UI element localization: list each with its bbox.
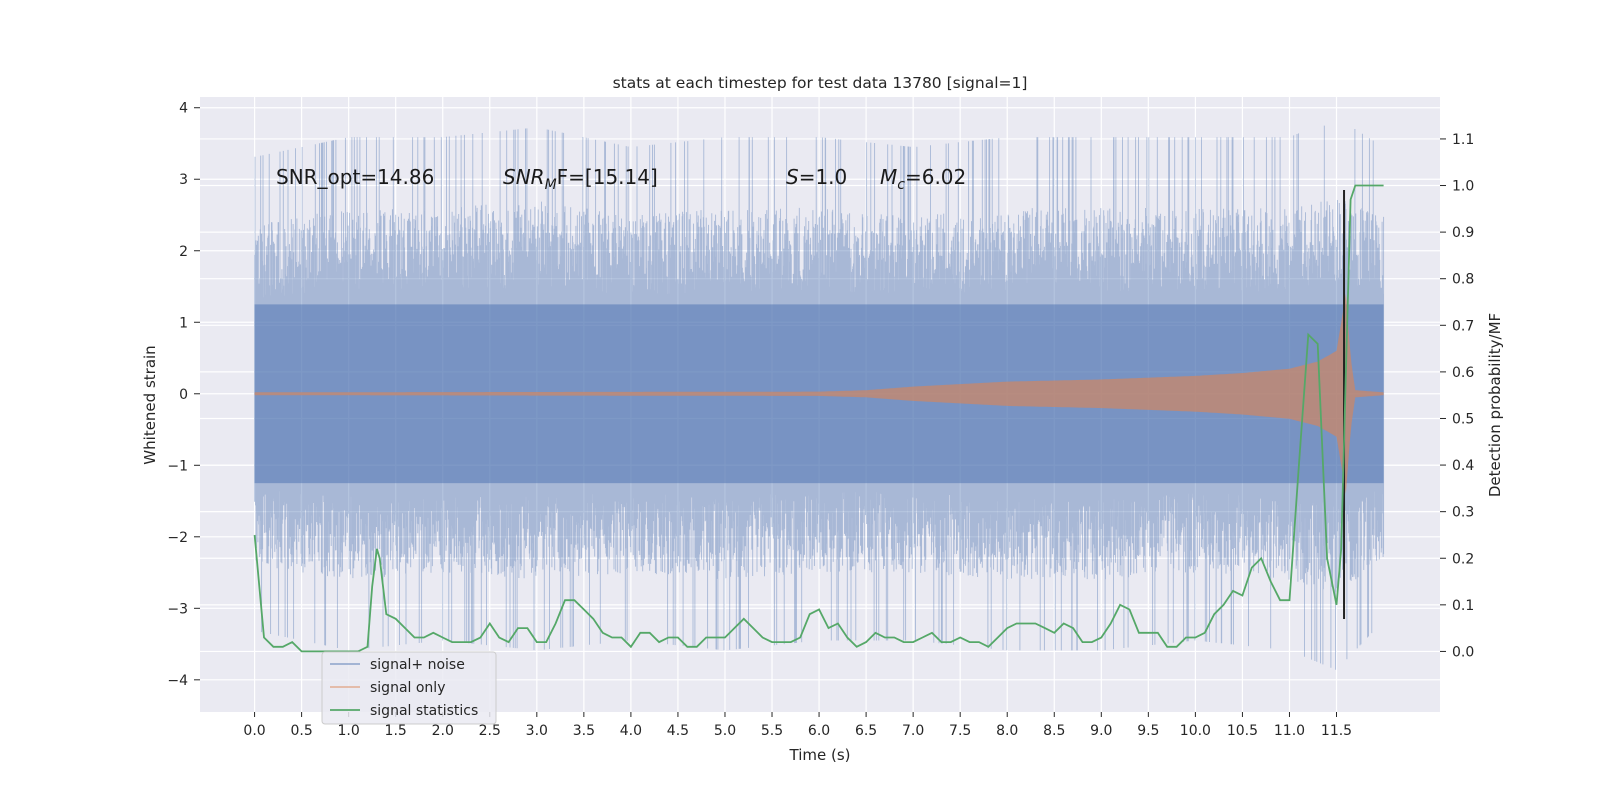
x-axis-ticks: 0.0 0.5 1.0 1.5 2.0 2.5 3.0 3.5 4.0 4.5 5.0 5.5 6.0 6…	[243, 712, 1352, 739]
x-tick-label: 11.0	[1274, 723, 1305, 739]
y-tick-label: −2	[167, 530, 188, 546]
x-tick-label: 0.0	[243, 723, 265, 739]
x-tick-label: 0.5	[290, 723, 312, 739]
signal-only-envelope	[254, 293, 1384, 494]
y-tick-label: 2	[179, 244, 188, 260]
x-tick-label: 8.5	[1043, 723, 1065, 739]
annotation-mc-var: M	[880, 165, 897, 189]
x-tick-label: 5.0	[714, 723, 736, 739]
y-tick-label: −4	[167, 673, 188, 689]
x-tick-label: 1.0	[338, 723, 360, 739]
annotation-s-var: S	[786, 165, 799, 189]
y-tick-label: 4	[179, 101, 188, 117]
series-signal-statistics	[253, 184, 1384, 653]
legend: signal+ noise signal only signal statist…	[321, 651, 497, 725]
y2-tick-label: 0.2	[1452, 551, 1474, 567]
x-tick-label: 6.5	[855, 723, 877, 739]
y-tick-label: 0	[179, 387, 188, 403]
x-tick-label: 4.5	[667, 723, 689, 739]
x-tick-label: 9.0	[1090, 723, 1112, 739]
annotation-mc-sub: c	[897, 177, 905, 193]
x-tick-label: 5.5	[761, 723, 783, 739]
legend-box	[321, 651, 497, 725]
x-tick-label: 3.5	[573, 723, 595, 739]
y2-tick-label: 0.0	[1452, 644, 1474, 660]
legend-label-signal-plus-noise: signal+ noise	[370, 657, 465, 673]
x-tick-label: 6.0	[808, 723, 830, 739]
legend-label-signal-statistics: signal statistics	[370, 703, 478, 719]
y2-axis-ticks: 0.0 0.1 0.2 0.3 0.4 0.5 0.6 0.7 0.8 0.9 1.0 1.1	[1440, 132, 1474, 660]
annotation-mc-rest: =6.02	[905, 165, 966, 189]
x-tick-label: 11.5	[1321, 723, 1352, 739]
annotation-mc: Mc=6.02	[880, 165, 966, 193]
x-tick-label: 2.0	[432, 723, 454, 739]
y-tick-label: 1	[179, 315, 188, 331]
x-tick-label: 4.0	[620, 723, 642, 739]
x-tick-label: 2.5	[479, 723, 501, 739]
y2-tick-label: 0.3	[1452, 505, 1474, 521]
chart-title: stats at each timestep for test data 137…	[613, 74, 1028, 92]
y2-tick-label: 0.6	[1452, 365, 1474, 381]
y2-tick-label: 0.9	[1452, 225, 1474, 241]
y2-axis-label: Detection probability/MF	[1486, 313, 1504, 497]
x-tick-label: 1.5	[385, 723, 407, 739]
y-tick-label: −3	[167, 601, 188, 617]
y-axis-ticks: −4 −3 −2 −1 0 1 2 3 4	[167, 101, 200, 689]
x-axis-label: Time (s)	[789, 746, 851, 764]
x-tick-label: 10.0	[1180, 723, 1211, 739]
legend-label-signal-only: signal only	[370, 680, 445, 696]
y-tick-label: 3	[179, 172, 188, 188]
y2-tick-label: 0.4	[1452, 458, 1474, 474]
signal-statistics-line	[253, 184, 1384, 653]
y-axis-label: Whitened strain	[141, 345, 159, 464]
x-tick-label: 7.5	[949, 723, 971, 739]
annotation-snr-mf-sub: M	[545, 177, 557, 193]
annotation-snr-opt: SNR_opt=14.86	[276, 165, 434, 189]
annotation-snr-mf: SNRMF=[15.14]	[503, 165, 658, 193]
x-tick-label: 9.5	[1137, 723, 1159, 739]
x-tick-label: 7.0	[902, 723, 924, 739]
annotation-snr-mf-main: SNR	[503, 165, 545, 189]
x-tick-label: 10.5	[1227, 723, 1258, 739]
y2-tick-label: 0.1	[1452, 598, 1474, 614]
y2-tick-label: 0.8	[1452, 272, 1474, 288]
annotation-s-rest: =1.0	[799, 165, 848, 189]
y2-tick-label: 0.7	[1452, 318, 1474, 334]
annotation-snr-mf-rest: F=[15.14]	[557, 165, 658, 189]
series-signal-only	[254, 293, 1384, 494]
annotation-s: S=1.0	[786, 165, 847, 189]
x-tick-label: 8.0	[996, 723, 1018, 739]
y-tick-label: −1	[167, 458, 188, 474]
x-tick-label: 3.0	[526, 723, 548, 739]
y2-tick-label: 1.1	[1452, 132, 1474, 148]
y2-tick-label: 1.0	[1452, 179, 1474, 195]
y2-tick-label: 0.5	[1452, 411, 1474, 427]
